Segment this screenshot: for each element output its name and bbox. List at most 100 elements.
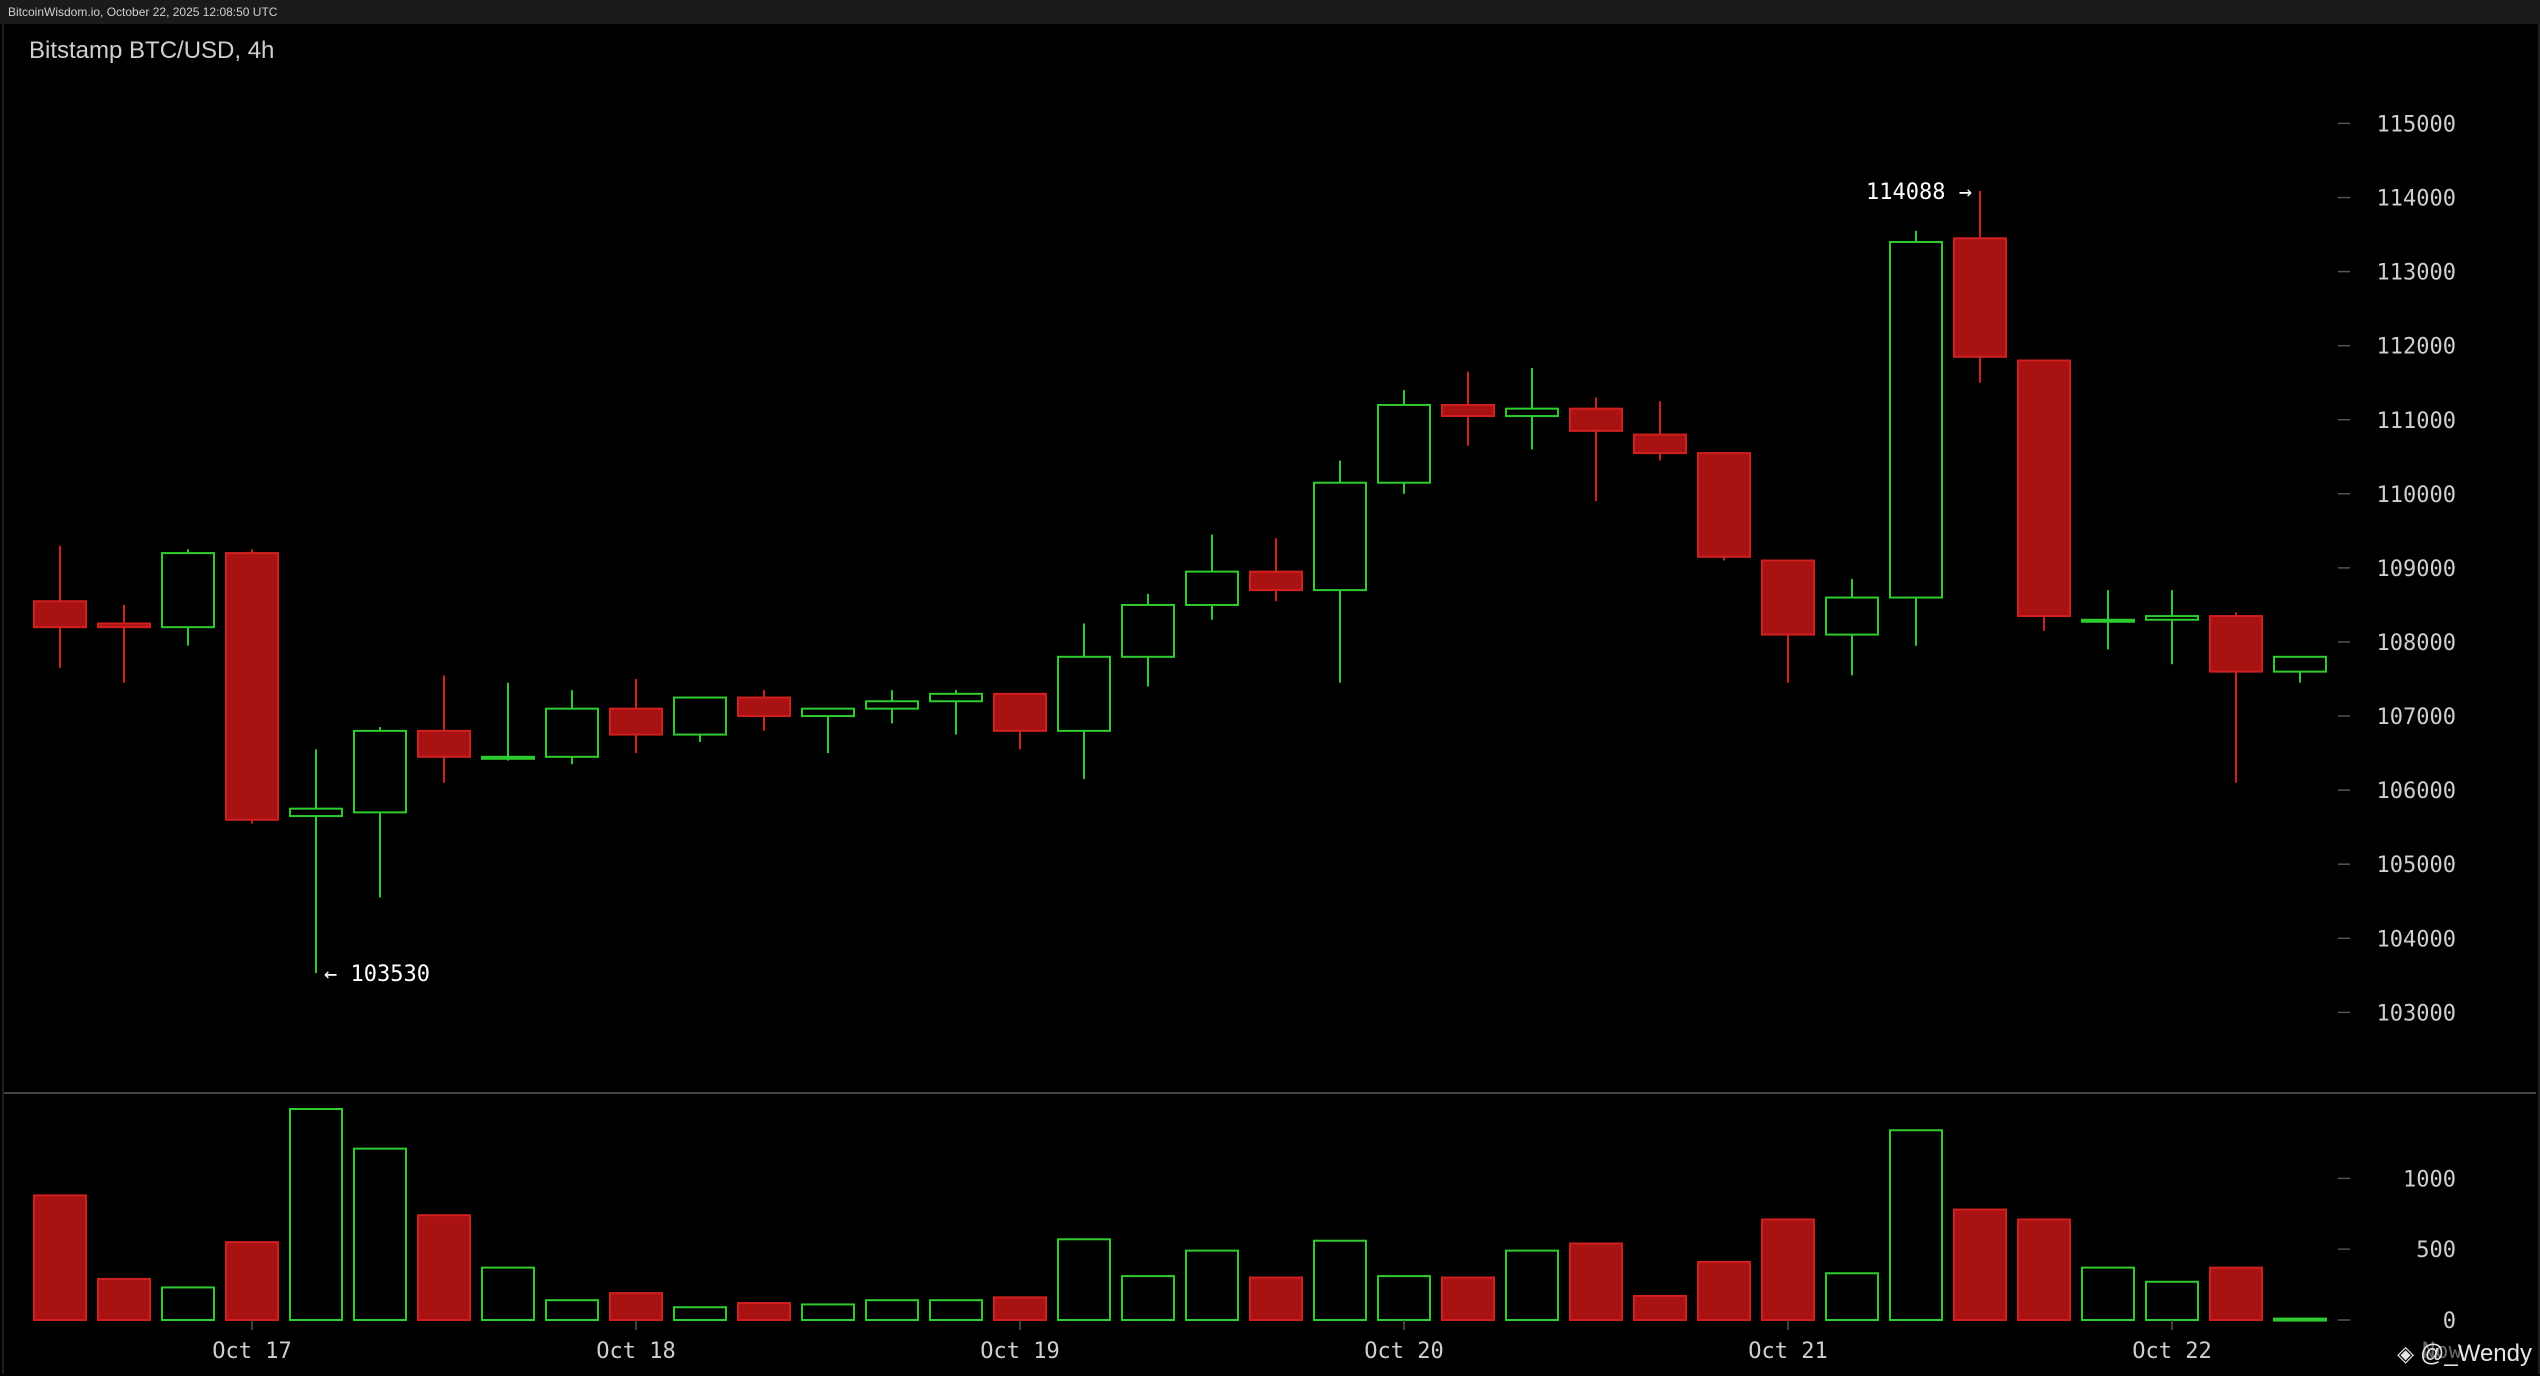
volume-bar-down — [1697, 1260, 1751, 1321]
volume-bar-down — [2017, 1218, 2071, 1322]
low-annotation: ← 103530 — [324, 962, 430, 987]
candle-up — [1889, 240, 1943, 599]
volume-bar-down — [225, 1241, 279, 1322]
volume-bar-up — [929, 1299, 983, 1321]
candle-down — [1953, 237, 2007, 358]
candle-down — [1441, 403, 1495, 418]
candle-up — [481, 755, 535, 760]
candle-down — [609, 707, 663, 736]
price-tick-label: 109000 — [2377, 557, 2456, 582]
candle-down — [993, 692, 1047, 732]
candle-up — [1313, 481, 1367, 592]
volume-bar-up — [289, 1108, 343, 1321]
candle-up — [2273, 655, 2327, 673]
price-tick-label: 112000 — [2377, 335, 2456, 360]
date-label: Oct 17 — [212, 1339, 291, 1364]
candle-up — [865, 700, 919, 710]
price-tick-label: 103000 — [2377, 1001, 2456, 1026]
volume-bar-up — [545, 1299, 599, 1321]
price-tick-label: 108000 — [2377, 631, 2456, 656]
candle-down — [1569, 407, 1623, 432]
volume-bar-up — [481, 1266, 535, 1321]
volume-bar-down — [1761, 1218, 1815, 1322]
volume-bar-up — [1313, 1239, 1367, 1322]
volume-bar-up — [1825, 1272, 1879, 1321]
candle-up — [801, 707, 855, 718]
volume-bar-up — [2081, 1266, 2135, 1321]
candle-up — [1505, 407, 1559, 418]
volume-bar-up — [801, 1303, 855, 1322]
candle-up — [545, 707, 599, 758]
volume-bar-up — [2145, 1280, 2199, 1322]
volume-bar-down — [1569, 1242, 1623, 1321]
candle-up — [161, 552, 215, 629]
candle-up — [353, 729, 407, 814]
candle-up — [1057, 655, 1111, 732]
top-bar: BitcoinWisdom.io, October 22, 2025 12:08… — [0, 0, 2540, 24]
date-label: Oct 22 — [2132, 1339, 2211, 1364]
date-label: Oct 18 — [596, 1339, 675, 1364]
chart-title: Bitstamp BTC/USD, 4h — [29, 37, 275, 64]
candle-down — [33, 600, 87, 629]
volume-bar-up — [1185, 1249, 1239, 1321]
volume-bar-down — [1633, 1294, 1687, 1321]
volume-bar-down — [33, 1194, 87, 1322]
watermark: ◈ @_Wendy — [2397, 1340, 2532, 1368]
price-tick-label: 113000 — [2377, 261, 2456, 286]
candle-up — [1121, 603, 1175, 658]
volume-bar-up — [353, 1147, 407, 1321]
volume-bar-down — [993, 1296, 1047, 1322]
price-tick-label: 115000 — [2377, 112, 2456, 137]
volume-bar-up — [1377, 1275, 1431, 1322]
candle-up — [1825, 596, 1879, 636]
volume-bar-up — [2273, 1317, 2327, 1322]
volume-bar-up — [1505, 1249, 1559, 1321]
candle-down — [417, 729, 471, 758]
candle-up — [1185, 570, 1239, 606]
price-tick-label: 114000 — [2377, 187, 2456, 212]
volume-bar-up — [1121, 1275, 1175, 1322]
candle-down — [2017, 359, 2071, 618]
volume-tick-label: 500 — [2416, 1238, 2456, 1263]
volume-tick-label: 0 — [2443, 1309, 2456, 1334]
candle-down — [1697, 452, 1751, 558]
date-label: Oct 21 — [1748, 1339, 1827, 1364]
candle-down — [1249, 570, 1303, 592]
candle-up — [289, 807, 343, 818]
volume-bar-up — [673, 1306, 727, 1321]
now-label: Now — [2422, 1339, 2462, 1364]
price-tick-label: 111000 — [2377, 409, 2456, 434]
watermark-text: @_Wendy — [2420, 1340, 2532, 1367]
candle-down — [1761, 559, 1815, 636]
date-label: Oct 20 — [1364, 1339, 1443, 1364]
date-label: Oct 19 — [980, 1339, 1059, 1364]
volume-bar-up — [1057, 1238, 1111, 1321]
volume-bar-down — [1249, 1276, 1303, 1321]
candle-down — [97, 622, 151, 629]
volume-bar-down — [417, 1214, 471, 1321]
volume-bar-down — [97, 1277, 151, 1321]
high-annotation: 114088 → — [1866, 180, 1972, 205]
volume-bar-up — [865, 1299, 919, 1321]
volume-bar-down — [1953, 1208, 2007, 1321]
volume-bar-up — [1889, 1129, 1943, 1321]
volume-bar-down — [2209, 1266, 2263, 1321]
volume-bar-down — [737, 1302, 791, 1322]
price-tick-label: 104000 — [2377, 927, 2456, 952]
volume-bar-down — [609, 1292, 663, 1322]
candle-down — [737, 696, 791, 718]
volume-tick-label: 1000 — [2403, 1167, 2456, 1192]
candle-up — [673, 696, 727, 736]
price-tick-label: 105000 — [2377, 853, 2456, 878]
price-tick-label: 107000 — [2377, 705, 2456, 730]
price-tick-label: 106000 — [2377, 779, 2456, 804]
volume-bar-down — [1441, 1276, 1495, 1321]
candle-up — [2081, 618, 2135, 623]
timestamp-label: BitcoinWisdom.io, October 22, 2025 12:08… — [8, 5, 278, 19]
candle-down — [1633, 433, 1687, 455]
candle-up — [2145, 615, 2199, 621]
candle-down — [225, 552, 279, 821]
diamond-icon: ◈ — [2397, 1341, 2415, 1366]
candle-up — [929, 692, 983, 703]
candle-up — [1377, 403, 1431, 484]
